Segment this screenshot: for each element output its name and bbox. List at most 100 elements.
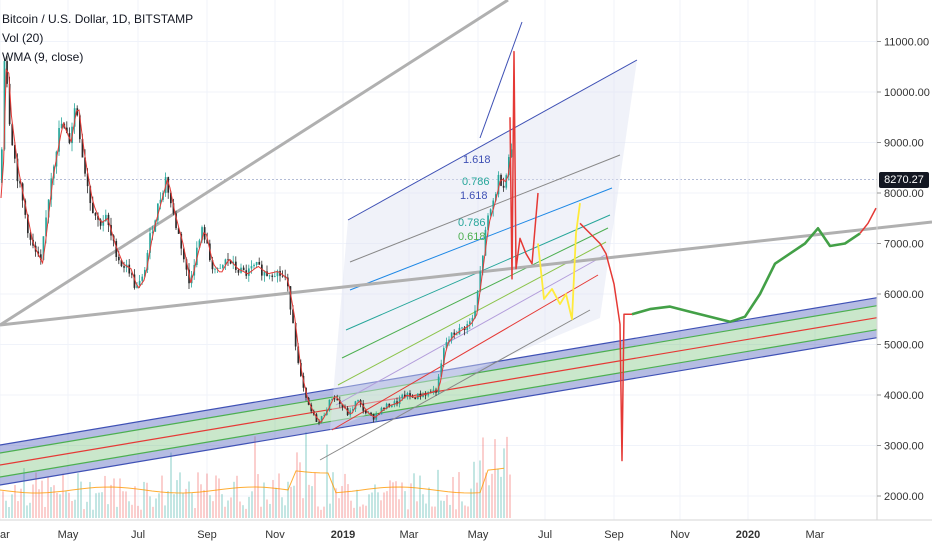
candle-body [497, 174, 500, 195]
volume-bar [53, 485, 55, 518]
candle-body [47, 199, 50, 218]
candle-body [146, 252, 149, 270]
candle-body [167, 177, 170, 193]
candle-body [445, 342, 448, 349]
candle-body [76, 108, 79, 116]
fib-line [319, 309, 591, 461]
candle-body [19, 181, 21, 184]
x-tick-label: Nov [265, 529, 285, 541]
candle-body [404, 394, 406, 397]
candle-body [437, 376, 440, 393]
candle-body [495, 194, 497, 201]
y-tick-label: 7000.00 [884, 239, 924, 251]
volume-bar [116, 506, 118, 518]
volume-bar [110, 484, 112, 518]
channel-line [0, 337, 878, 486]
volume-bar [320, 509, 322, 518]
volume-bar [443, 500, 445, 518]
candle-body [206, 239, 209, 244]
volume-bar [167, 491, 169, 518]
volume-bar [365, 505, 367, 518]
price-axis[interactable]: 11000.00 10000.00 9000.00 8000.00 7000.00 600… [876, 0, 930, 520]
candle-body [385, 403, 388, 410]
volume-bar [290, 486, 292, 518]
volume-bar [152, 506, 154, 518]
x-tick-label: Mar [400, 529, 419, 541]
candle-body [211, 260, 214, 270]
candle-body [479, 271, 482, 292]
volume-bar [170, 452, 172, 518]
candle-body [261, 264, 263, 276]
candle-body [159, 199, 162, 204]
y-tick-label: 11000.00 [884, 37, 929, 49]
candle-body [102, 221, 105, 226]
candle-body [352, 409, 354, 411]
candle-body [45, 217, 47, 237]
volume-bar [308, 484, 310, 518]
candle-body [474, 310, 476, 318]
volume-bar [473, 461, 475, 518]
volume-bar [458, 472, 460, 518]
volume-bar [173, 494, 175, 518]
candle-body [419, 393, 422, 397]
legend-volume[interactable]: Vol (20) [2, 31, 44, 45]
candle-body [60, 123, 63, 129]
candle-body [250, 266, 253, 269]
candle-body [214, 268, 216, 270]
legend-symbol[interactable]: Bitcoin / U.S. Dollar, 1D, BITSTAMP [2, 12, 194, 26]
fib-line [349, 154, 621, 263]
volume-bar [350, 500, 352, 518]
candle-body [14, 145, 16, 159]
volume-bar [272, 479, 274, 518]
candle-body [99, 219, 102, 226]
volume-bars [0, 432, 511, 518]
volume-bar [398, 499, 400, 518]
candle-body [482, 255, 484, 272]
candle-body [222, 265, 224, 268]
candle-body [120, 260, 123, 267]
volume-bar [506, 436, 508, 518]
volume-bar [284, 505, 286, 518]
volume-bar [437, 469, 439, 518]
candle-body [216, 268, 219, 269]
candle-body [105, 214, 107, 222]
x-tick-label: Mar [806, 529, 825, 541]
candle-body [297, 346, 300, 363]
volume-bar [455, 509, 457, 518]
volume-bar [323, 506, 325, 518]
volume-bar [449, 504, 451, 518]
volume-bar [74, 499, 76, 518]
volume-bar [431, 506, 433, 518]
volume-bar [476, 482, 478, 518]
candle-body [227, 259, 229, 261]
volume-bar [98, 492, 100, 518]
candle-body [323, 414, 326, 417]
volume-bar [410, 483, 412, 518]
candle-body [242, 267, 245, 271]
volume-bar [128, 501, 130, 518]
fib-line [341, 227, 609, 359]
volume-bar [125, 491, 127, 518]
candle-body [138, 280, 141, 286]
candle-body [365, 410, 367, 414]
volume-bar [149, 496, 151, 518]
volume-bar [113, 478, 115, 518]
wma-series [0, 68, 512, 424]
volume-bar [35, 472, 37, 518]
candle-body [362, 403, 365, 411]
x-tick-label: ar [0, 529, 10, 541]
volume-bar [386, 491, 388, 518]
volume-bar [278, 473, 280, 518]
volume-bar [413, 473, 415, 518]
volume-bar [296, 452, 298, 518]
time-axis[interactable]: ar May Jul Sep Nov 2019 Mar May Jul Sep Nov 2020 Mar [0, 519, 932, 541]
candle-body [16, 158, 19, 182]
candle-body [318, 421, 320, 423]
volume-bar [263, 482, 265, 518]
fib-label: 1.618 [463, 154, 491, 166]
legend-wma[interactable]: WMA (9, close) [2, 50, 84, 64]
candle-body [79, 115, 81, 140]
volume-bar [182, 493, 184, 518]
volume-bar [266, 499, 268, 518]
